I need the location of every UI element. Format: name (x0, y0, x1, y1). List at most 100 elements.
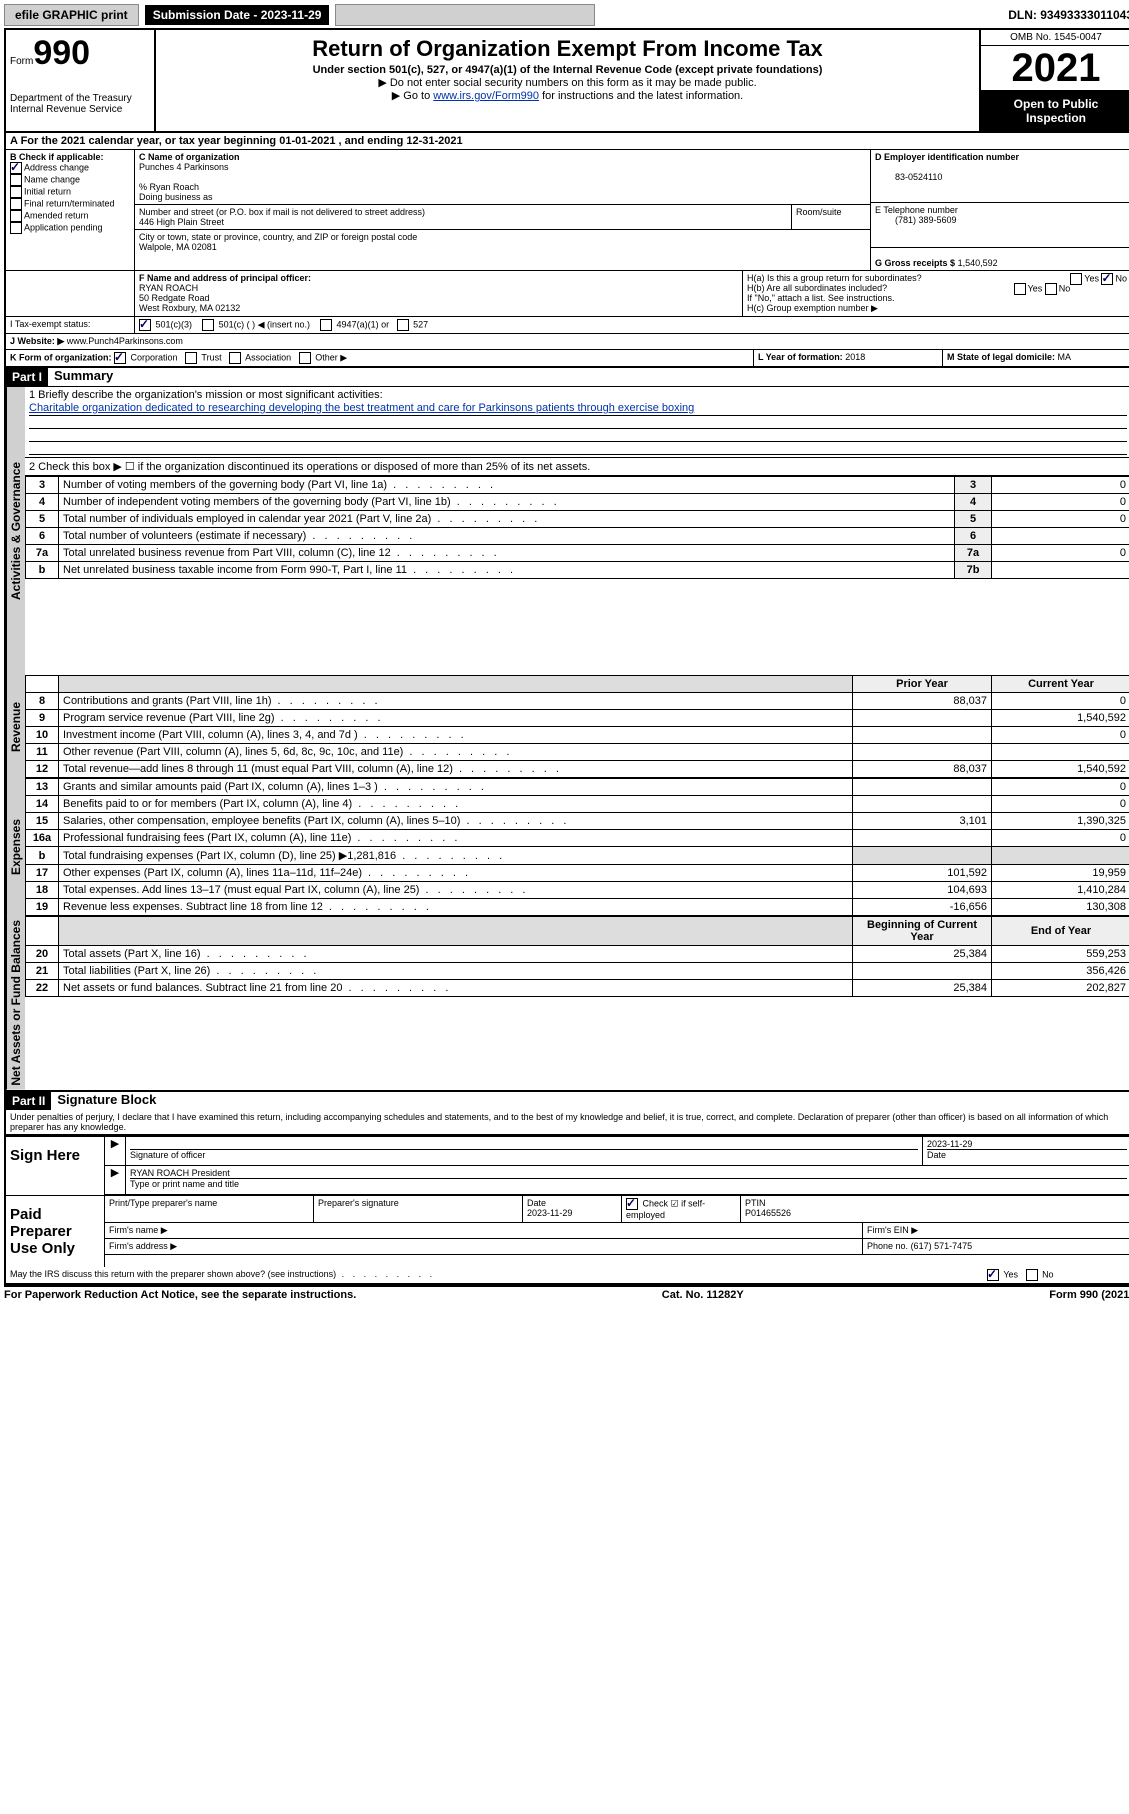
checkbox-501c[interactable] (202, 319, 214, 331)
vlabel-governance: Activities & Governance (6, 387, 25, 675)
efile-print-button[interactable]: efile GRAPHIC print (4, 4, 139, 26)
table-row: 13Grants and similar amounts paid (Part … (26, 779, 1129, 796)
checkbox-assoc[interactable] (229, 352, 241, 364)
form-header: Form990 Department of the Treasury Inter… (6, 30, 1129, 133)
form-number: 990 (33, 34, 90, 72)
header-center: Return of Organization Exempt From Incom… (156, 30, 979, 131)
checkbox-ha-no[interactable] (1101, 273, 1113, 285)
summary-section: Activities & Governance 1 Briefly descri… (6, 387, 1129, 675)
street-address: 446 High Plain Street (139, 217, 224, 227)
table-row: 11Other revenue (Part VIII, column (A), … (26, 744, 1129, 761)
officer-name: RYAN ROACH (139, 283, 198, 293)
line-1-label: 1 Briefly describe the organization's mi… (29, 389, 1127, 401)
paid-preparer-label: Paid Preparer Use Only (6, 1196, 105, 1267)
table-row: 17Other expenses (Part IX, column (A), l… (26, 865, 1129, 882)
table-row: 4Number of independent voting members of… (26, 494, 1129, 511)
checkbox-other[interactable] (299, 352, 311, 364)
governance-table: 3Number of voting members of the governi… (25, 476, 1129, 579)
header-right: OMB No. 1545-0047 2021 Open to Public In… (979, 30, 1129, 131)
mission-text: Charitable organization dedicated to res… (29, 401, 1127, 416)
revenue-table: Prior YearCurrent Year 8Contributions an… (25, 675, 1129, 778)
table-row: 20Total assets (Part X, line 16)25,38455… (26, 946, 1129, 963)
form-word: Form (10, 56, 33, 67)
table-row: 7aTotal unrelated business revenue from … (26, 545, 1129, 562)
checkbox-hb-yes[interactable] (1014, 283, 1026, 295)
part-i-header: Part I Summary (6, 368, 1129, 387)
line-k-l-m: K Form of organization: Corporation Trus… (6, 350, 1129, 368)
sign-here-label: Sign Here (6, 1137, 105, 1195)
website-value: www.Punch4Parkinsons.com (67, 336, 183, 346)
care-of: % Ryan Roach (139, 182, 199, 192)
prep-date: 2023-11-29 (527, 1208, 572, 1218)
box-d-e-g: D Employer identification number 83-0524… (871, 150, 1129, 270)
submission-date-label: Submission Date - 2023-11-29 (145, 5, 330, 25)
checkbox-corp[interactable] (114, 352, 126, 364)
checkbox-irs-yes[interactable] (987, 1269, 999, 1281)
phone-value: (617) 571-7475 (911, 1241, 973, 1251)
expenses-table: 13Grants and similar amounts paid (Part … (25, 778, 1129, 916)
gross-receipts: 1,540,592 (958, 258, 998, 268)
table-row: 15Salaries, other compensation, employee… (26, 813, 1129, 830)
vlabel-expenses: Expenses (6, 778, 25, 916)
checkbox-self-employed[interactable] (626, 1198, 638, 1210)
vlabel-netassets: Net Assets or Fund Balances (6, 916, 25, 1090)
checkbox-ha-yes[interactable] (1070, 273, 1082, 285)
line-2: 2 Check this box ▶ ☐ if the organization… (25, 458, 1129, 476)
table-row: bTotal fundraising expenses (Part IX, co… (26, 847, 1129, 865)
form-title: Return of Organization Exempt From Incom… (166, 36, 969, 62)
year-formation: 2018 (845, 352, 865, 362)
header-left: Form990 Department of the Treasury Inter… (6, 30, 156, 131)
paid-preparer-block: Paid Preparer Use Only Print/Type prepar… (6, 1195, 1129, 1267)
checkbox-initial[interactable] (10, 186, 22, 198)
footer: For Paperwork Reduction Act Notice, see … (4, 1287, 1129, 1301)
table-row: 21Total liabilities (Part X, line 26)356… (26, 963, 1129, 980)
footer-left: For Paperwork Reduction Act Notice, see … (4, 1289, 356, 1301)
sign-here-block: Sign Here ▶ Signature of officer 2023-11… (6, 1135, 1129, 1195)
table-row: 5Total number of individuals employed in… (26, 511, 1129, 528)
box-c: C Name of organization Punches 4 Parkins… (135, 150, 871, 270)
checkbox-address-change[interactable] (10, 162, 22, 174)
form-subtitle: Under section 501(c), 527, or 4947(a)(1)… (166, 64, 969, 76)
table-row: 16aProfessional fundraising fees (Part I… (26, 830, 1129, 847)
table-row: 9Program service revenue (Part VIII, lin… (26, 710, 1129, 727)
perjury-statement: Under penalties of perjury, I declare th… (6, 1110, 1129, 1135)
checkbox-name-change[interactable] (10, 174, 22, 186)
ein-value: 83-0524110 (875, 172, 942, 182)
checkbox-501c3[interactable] (139, 319, 151, 331)
box-h: H(a) Is this a group return for subordin… (743, 271, 1129, 316)
checkbox-irs-no[interactable] (1026, 1269, 1038, 1281)
telephone-value: (781) 389-5609 (875, 215, 957, 225)
state-domicile: MA (1058, 352, 1072, 362)
footer-right: Form 990 (2021) (1049, 1289, 1129, 1301)
dln-label: DLN: 93493333011043 (1008, 8, 1129, 22)
table-row: 19Revenue less expenses. Subtract line 1… (26, 899, 1129, 916)
checkbox-amended[interactable] (10, 210, 22, 222)
netassets-table: Beginning of Current YearEnd of Year 20T… (25, 916, 1129, 997)
checkbox-4947[interactable] (320, 319, 332, 331)
form-container: Form990 Department of the Treasury Inter… (4, 28, 1129, 1287)
irs-link[interactable]: www.irs.gov/Form990 (433, 90, 539, 102)
checkbox-final[interactable] (10, 198, 22, 210)
table-row: 8Contributions and grants (Part VIII, li… (26, 693, 1129, 710)
irs-label: Internal Revenue Service (10, 104, 150, 115)
checkbox-trust[interactable] (185, 352, 197, 364)
vlabel-revenue: Revenue (6, 675, 25, 778)
footer-mid: Cat. No. 11282Y (662, 1289, 744, 1301)
room-suite: Room/suite (792, 205, 870, 229)
may-irs-row: May the IRS discuss this return with the… (6, 1267, 1129, 1285)
period-row: A For the 2021 calendar year, or tax yea… (6, 133, 1129, 150)
dept-label: Department of the Treasury (10, 93, 150, 104)
omb-number: OMB No. 1545-0047 (981, 30, 1129, 46)
city-state-zip: Walpole, MA 02081 (139, 242, 217, 252)
table-row: 22Net assets or fund balances. Subtract … (26, 980, 1129, 997)
checkbox-527[interactable] (397, 319, 409, 331)
table-row: 10Investment income (Part VIII, column (… (26, 727, 1129, 744)
expenses-section: Expenses 13Grants and similar amounts pa… (6, 778, 1129, 916)
checkbox-app-pending[interactable] (10, 222, 22, 234)
revenue-section: Revenue Prior YearCurrent Year 8Contribu… (6, 675, 1129, 778)
blank-button[interactable] (335, 4, 595, 26)
netassets-section: Net Assets or Fund Balances Beginning of… (6, 916, 1129, 1092)
table-row: bNet unrelated business taxable income f… (26, 562, 1129, 579)
f-h-block: F Name and address of principal officer:… (6, 271, 1129, 317)
checkbox-hb-no[interactable] (1045, 283, 1057, 295)
